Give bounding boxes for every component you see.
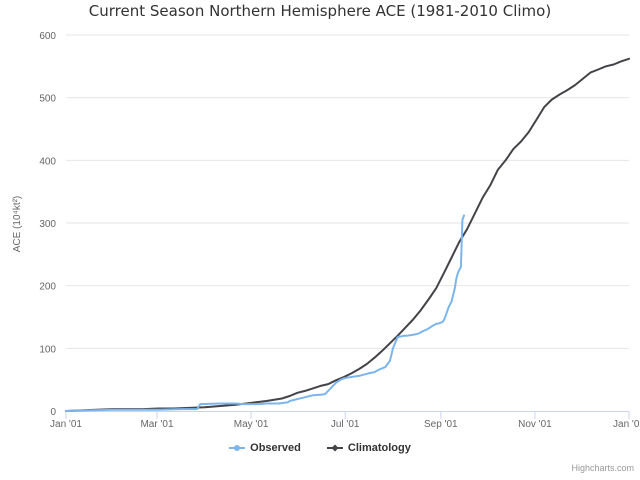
x-tick-label: Jul '01 xyxy=(331,419,360,430)
legend-symbol-climatology xyxy=(326,444,343,452)
x-tick-label: Mar '01 xyxy=(140,419,173,430)
y-tick-label: 100 xyxy=(39,344,56,355)
legend-item-climatology[interactable]: Climatology xyxy=(326,442,411,454)
chart-title: Current Season Northern Hemisphere ACE (… xyxy=(88,2,552,20)
y-tick-label: 600 xyxy=(39,31,56,42)
y-tick-label: 400 xyxy=(39,156,56,167)
y-axis-title: ACE (10⁴kt²) xyxy=(12,196,23,253)
legend-label-observed: Observed xyxy=(250,442,301,454)
credits-link[interactable]: Highcharts.com xyxy=(571,463,634,473)
x-tick-label: Jan '02 xyxy=(613,419,640,430)
x-tick-label: Nov '01 xyxy=(518,419,552,430)
series-line-observed xyxy=(65,214,465,412)
y-tick-label: 500 xyxy=(39,94,56,105)
x-tick-label: May '01 xyxy=(234,419,269,430)
legend: Observed Climatology xyxy=(0,442,640,454)
y-tick-label: 200 xyxy=(39,282,56,293)
x-tick-label: Jan '01 xyxy=(50,419,82,430)
legend-label-climatology: Climatology xyxy=(347,442,411,454)
y-tick-label: 0 xyxy=(50,407,56,418)
series-line-climatology xyxy=(65,57,630,412)
y-tick-label: 300 xyxy=(39,219,56,230)
x-tick-label: Sep '01 xyxy=(424,419,458,430)
legend-item-observed[interactable]: Observed xyxy=(229,442,301,454)
legend-symbol-observed xyxy=(229,445,246,451)
